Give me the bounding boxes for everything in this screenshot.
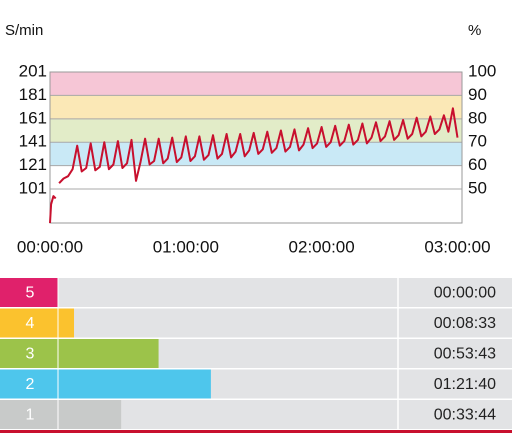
- y2-tick-label: 90: [468, 85, 487, 104]
- bottom-bar: [0, 430, 512, 433]
- zone-label: 4: [26, 315, 35, 332]
- zone-label: 1: [26, 407, 35, 424]
- zone-time: 00:08:33: [434, 315, 496, 332]
- y2-tick-label: 70: [468, 132, 487, 151]
- zone-label-box: [0, 369, 58, 399]
- zone-label: 3: [26, 346, 35, 363]
- data-line: [49, 107, 459, 224]
- zone-row: [0, 308, 512, 338]
- x-tick-label: 01:00:00: [153, 237, 219, 256]
- y-axis-label: S/min: [5, 22, 43, 39]
- zone-time: 01:21:40: [434, 376, 496, 393]
- zone-label: 2: [26, 376, 35, 393]
- y-tick-label: 161: [19, 108, 47, 127]
- y-tick-label: 201: [19, 61, 47, 80]
- plot-border: [49, 71, 463, 224]
- zone-row: [0, 278, 512, 307]
- zone-label-box: [0, 308, 58, 338]
- y-tick-label: 181: [19, 85, 47, 104]
- zone-time: 00:33:44: [434, 407, 496, 424]
- zone-band: [50, 95, 462, 119]
- zones: 5 00:00:00 4 00:08:33 3 00:53:43 2 01:21:40 1 00:…: [0, 278, 512, 429]
- zone-bar: [58, 308, 75, 338]
- zone-label-box: [0, 400, 58, 429]
- zone-bar: [58, 339, 159, 368]
- y2-axis-label: %: [468, 22, 481, 39]
- x-tick-label: 00:00:00: [17, 237, 83, 256]
- zone-bar: [58, 369, 211, 399]
- zone-band: [50, 142, 462, 166]
- x-tick-label: 03:00:00: [424, 237, 490, 256]
- y-tick-label: 101: [19, 179, 47, 198]
- zone-label-box: [0, 339, 58, 368]
- y-tick-label: 141: [19, 132, 47, 151]
- zone-label-box: [0, 278, 58, 307]
- x-tick-label: 02:00:00: [289, 237, 355, 256]
- y2-tick-label: 60: [468, 155, 487, 174]
- y2-tick-label: 50: [468, 179, 487, 198]
- zone-band: [50, 72, 462, 96]
- zone-bar: [58, 400, 122, 429]
- zone-time: 00:00:00: [434, 285, 496, 302]
- zone-time: 00:53:43: [434, 346, 496, 363]
- y2-tick-label: 100: [468, 61, 496, 80]
- plot: 101 121 141 161 181 201 50 60 70 80 90 100 00:00:00 0…: [17, 61, 496, 256]
- y2-tick-label: 80: [468, 108, 487, 127]
- zone-label: 5: [26, 285, 35, 302]
- y-tick-label: 121: [19, 155, 47, 174]
